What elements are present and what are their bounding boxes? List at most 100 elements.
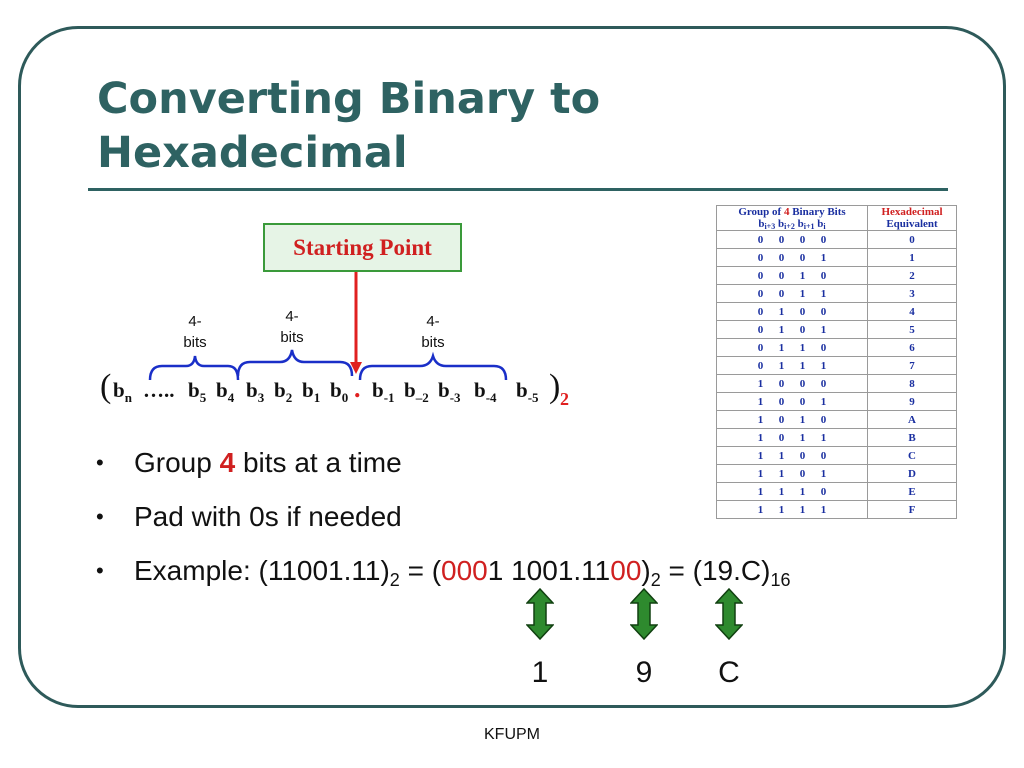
bit-b-2: b–2 xyxy=(404,378,429,405)
bit-value: 1 xyxy=(820,287,827,300)
bit-b2: b2 xyxy=(274,378,292,405)
bit-value: 1 xyxy=(820,323,827,336)
bit-value: 0 xyxy=(799,305,806,318)
bit-value: 0 xyxy=(778,413,785,426)
binary-group-cell: 1 0 0 0 xyxy=(716,374,868,393)
bit-b3: b3 xyxy=(246,378,265,405)
hex-value-cell: 7 xyxy=(867,356,957,375)
bit-value: 1 xyxy=(778,449,785,462)
bit-value: 1 xyxy=(757,467,764,480)
bit-b-5: b-5 xyxy=(516,378,539,405)
bit-value: 0 xyxy=(757,287,764,300)
hex-value-cell: D xyxy=(867,464,957,483)
bit-value: 0 xyxy=(799,395,806,408)
bit-value: 0 xyxy=(778,269,785,282)
bit-value: 1 xyxy=(820,395,827,408)
bullet-dot: • xyxy=(96,450,104,475)
bit-bn: bn xyxy=(113,378,133,405)
bit-value: 0 xyxy=(757,269,764,282)
binary-group-cell: 1 1 0 1 xyxy=(716,464,868,483)
table-row: 1 1 1 1 F xyxy=(716,500,957,519)
hex-value-cell: 6 xyxy=(867,338,957,357)
table-row: 0 0 0 1 1 xyxy=(716,248,957,267)
bit-value: 0 xyxy=(757,359,764,372)
double-arrow-icon xyxy=(630,588,658,640)
bit-value: 1 xyxy=(820,503,827,516)
bit-value: 1 xyxy=(799,503,806,516)
bit-value: 0 xyxy=(799,233,806,246)
bit-value: 0 xyxy=(820,269,827,282)
table-row: 1 0 1 1 B xyxy=(716,428,957,447)
bit-value: 1 xyxy=(778,305,785,318)
bit-value: 0 xyxy=(778,233,785,246)
hex-value-cell: E xyxy=(867,482,957,501)
binary-group-cell: 1 0 1 1 xyxy=(716,428,868,447)
title-divider xyxy=(88,188,948,191)
bit-value: 0 xyxy=(820,305,827,318)
hex-value-cell: 2 xyxy=(867,266,957,285)
bit-value: 0 xyxy=(820,413,827,426)
brace-left xyxy=(148,355,240,381)
slide-title: Converting Binary to Hexadecimal xyxy=(97,72,697,180)
table-row: 0 1 0 1 5 xyxy=(716,320,957,339)
padding-zeros-trailing: 00 xyxy=(610,555,642,586)
brace-middle xyxy=(236,349,354,377)
starting-point-arrowhead xyxy=(350,362,362,374)
table-row: 1 1 0 0 C xyxy=(716,446,957,465)
binary-group-cell: 0 0 0 0 xyxy=(716,230,868,249)
bit-value: 1 xyxy=(757,413,764,426)
bit-value: 1 xyxy=(757,485,764,498)
bit-value: 0 xyxy=(778,431,785,444)
bit-value: 1 xyxy=(778,503,785,516)
bit-value: 0 xyxy=(799,323,806,336)
bit-b1: b1 xyxy=(302,378,320,405)
bit-value: 1 xyxy=(820,431,827,444)
result-digit: C xyxy=(718,656,740,689)
hex-value-cell: 1 xyxy=(867,248,957,267)
hex-value-cell: 0 xyxy=(867,230,957,249)
bullet-list: • Group 4 bits at a time • Pad with 0s i… xyxy=(96,445,790,607)
binary-group-cell: 0 1 1 1 xyxy=(716,356,868,375)
bit-value: 0 xyxy=(757,305,764,318)
bit-value: 0 xyxy=(757,341,764,354)
binary-group-cell: 1 0 1 0 xyxy=(716,410,868,429)
open-paren: ( xyxy=(100,368,111,405)
table-row: 0 1 1 1 7 xyxy=(716,356,957,375)
bit-value: 1 xyxy=(778,467,785,480)
table-row: 0 0 1 0 2 xyxy=(716,266,957,285)
hex-value-cell: 5 xyxy=(867,320,957,339)
bit-value: 0 xyxy=(820,341,827,354)
group-label-left-line1: 4- xyxy=(188,313,201,330)
table-row: 0 1 1 0 6 xyxy=(716,338,957,357)
bit-value: 1 xyxy=(799,269,806,282)
bit-value: 1 xyxy=(799,287,806,300)
bit-value: 1 xyxy=(757,431,764,444)
hex-value-cell: 8 xyxy=(867,374,957,393)
hex-value-cell: B xyxy=(867,428,957,447)
table-row: 0 0 0 0 0 xyxy=(716,230,957,249)
bit-value: 0 xyxy=(799,449,806,462)
bit-value: 1 xyxy=(799,431,806,444)
group-label-right-line1: 4- xyxy=(426,313,439,330)
bit-value: 1 xyxy=(757,449,764,462)
hex-value-cell: A xyxy=(867,410,957,429)
bit-b-3: b-3 xyxy=(438,378,461,405)
table-row: 1 1 0 1 D xyxy=(716,464,957,483)
group-label-mid-line1: 4- xyxy=(285,308,298,325)
header-hex-equivalent: Hexadecimal Equivalent xyxy=(867,205,957,231)
group-label-mid-line2: bits xyxy=(280,329,303,346)
bullet-dot: • xyxy=(96,558,104,583)
binary-group-cell: 0 1 0 1 xyxy=(716,320,868,339)
bit-value: 0 xyxy=(778,251,785,264)
bit-value: 1 xyxy=(757,395,764,408)
hex-value-cell: 4 xyxy=(867,302,957,321)
bit-value: 1 xyxy=(820,251,827,264)
bit-value: 0 xyxy=(757,251,764,264)
bit-value: 1 xyxy=(778,485,785,498)
bit-value: 0 xyxy=(778,377,785,390)
bit-value: 0 xyxy=(757,323,764,336)
base-subscript: 2 xyxy=(560,389,569,409)
bit-value: 1 xyxy=(757,377,764,390)
bit-value: 1 xyxy=(778,323,785,336)
close-paren: ) xyxy=(549,368,560,405)
